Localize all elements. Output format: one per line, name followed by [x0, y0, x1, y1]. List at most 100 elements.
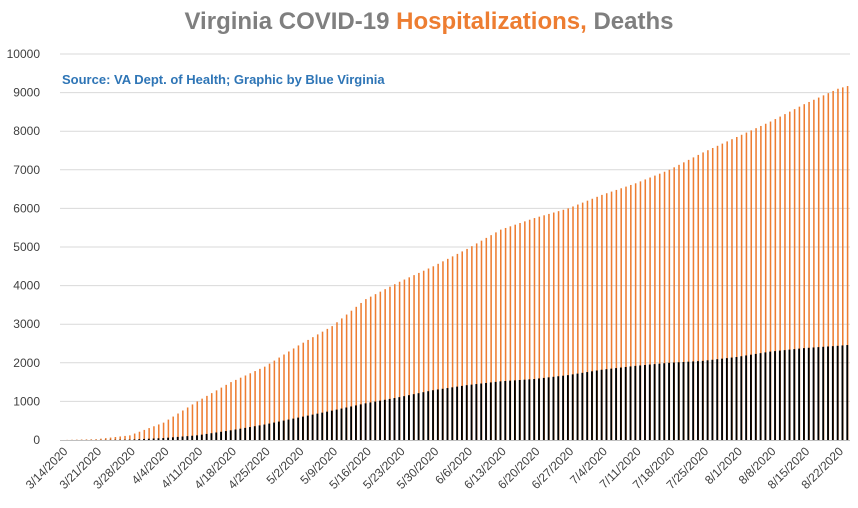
- deaths-bar: [393, 398, 396, 440]
- deaths-bar: [846, 345, 849, 440]
- deaths-bar: [653, 364, 656, 440]
- deaths-bar: [181, 436, 184, 440]
- hospitalizations-bar: [85, 439, 88, 440]
- hospitalizations-bar: [519, 223, 521, 440]
- chart-source-note: Source: VA Dept. of Health; Graphic by B…: [62, 72, 385, 87]
- deaths-bar: [456, 386, 459, 440]
- hospitalizations-bar: [432, 266, 435, 440]
- hospitalizations-bar: [475, 243, 478, 440]
- deaths-bar: [827, 346, 829, 440]
- hospitalizations-bar: [316, 334, 319, 440]
- deaths-bar: [687, 361, 690, 440]
- hospitalizations-bar: [273, 360, 276, 440]
- hospitalizations-bar: [230, 382, 232, 440]
- hospitalizations-bar: [341, 318, 343, 440]
- hospitalizations-bar: [360, 302, 362, 440]
- deaths-bar: [716, 359, 719, 440]
- deaths-bar: [658, 363, 661, 440]
- hospitalizations-bar: [244, 375, 247, 440]
- hospitalizations-bar: [716, 145, 719, 440]
- hospitalizations-bar: [312, 337, 314, 440]
- title-part-virginia: Virginia COVID-19: [184, 8, 397, 35]
- hospitalizations-bar: [153, 426, 155, 440]
- deaths-bar: [778, 350, 781, 440]
- hospitalizations-bar: [813, 99, 815, 441]
- y-tick-label: 8000: [13, 124, 40, 138]
- deaths-bar: [740, 356, 743, 440]
- hospitalizations-bar: [148, 428, 150, 440]
- hospitalizations-bar: [798, 106, 801, 440]
- hospitalizations-bar: [711, 148, 714, 441]
- deaths-bar: [326, 411, 328, 440]
- hospitalizations-bar: [302, 342, 305, 440]
- hospitalizations-bar: [552, 212, 555, 440]
- hospitalizations-bar: [687, 159, 690, 441]
- deaths-bar: [725, 358, 728, 440]
- deaths-bar: [552, 376, 555, 440]
- deaths-bar: [297, 417, 300, 440]
- deaths-bar: [408, 395, 410, 440]
- deaths-bar: [774, 351, 776, 440]
- deaths-bar: [750, 354, 752, 440]
- hospitalizations-bar: [451, 256, 454, 440]
- hospitalizations-bar: [210, 393, 213, 440]
- hospitalizations-bar: [601, 194, 603, 440]
- hospitalizations-bar: [654, 175, 656, 440]
- hospitalizations-bar: [95, 439, 97, 440]
- deaths-bar: [244, 427, 247, 440]
- hospitalizations-bar: [447, 258, 449, 440]
- hospitalizations-bar: [466, 248, 468, 440]
- deaths-bar: [644, 365, 646, 440]
- hospitalizations-bar: [355, 306, 358, 440]
- hospitalizations-bar: [225, 384, 227, 440]
- deaths-bar: [591, 371, 593, 440]
- deaths-bar: [239, 428, 242, 440]
- hospitalizations-bar: [365, 299, 367, 440]
- hospitalizations-bar: [817, 97, 820, 440]
- deaths-bar: [162, 438, 165, 440]
- deaths-bar: [306, 415, 309, 440]
- hospitalizations-bar: [808, 101, 810, 440]
- deaths-bar: [663, 363, 666, 440]
- deaths-bar: [369, 402, 372, 440]
- hospitalizations-bar: [528, 219, 531, 440]
- hospitalizations-bar: [292, 348, 295, 440]
- deaths-bar: [542, 377, 545, 440]
- deaths-bar: [803, 348, 805, 440]
- deaths-bar: [364, 403, 367, 440]
- deaths-bar: [668, 362, 670, 440]
- hospitalizations-bar: [721, 143, 724, 440]
- hospitalizations-bar: [740, 134, 743, 440]
- y-tick-label: 0: [33, 433, 40, 447]
- deaths-bar: [600, 369, 603, 440]
- deaths-bar: [316, 413, 319, 440]
- hospitalizations-bar: [413, 275, 415, 440]
- hospitalizations-bar: [239, 377, 242, 440]
- deaths-bar: [234, 429, 237, 440]
- deaths-bar: [586, 372, 589, 440]
- deaths-bar: [268, 423, 271, 440]
- hospitalizations-bar: [707, 150, 709, 440]
- deaths-bar: [412, 394, 415, 440]
- hospitalizations-bar: [842, 87, 844, 440]
- deaths-bar: [615, 368, 617, 440]
- deaths-bar: [460, 385, 463, 440]
- deaths-bar: [817, 347, 820, 440]
- deaths-bar: [499, 381, 502, 440]
- hospitalizations-bar: [201, 398, 203, 440]
- hospitalizations-bar: [499, 229, 502, 440]
- hospitalizations-bar: [562, 209, 565, 440]
- deaths-bar: [798, 348, 801, 440]
- deaths-bar: [562, 375, 565, 440]
- deaths-bar: [417, 393, 420, 440]
- deaths-bar: [147, 438, 150, 440]
- deaths-bar: [220, 431, 222, 440]
- deaths-bar: [504, 380, 507, 440]
- hospitalizations-bar: [495, 232, 497, 440]
- hospitalizations-bar: [591, 198, 594, 440]
- deaths-bar: [624, 366, 627, 440]
- hospitalizations-bar: [133, 433, 136, 440]
- hospitalizations-bar: [196, 401, 199, 440]
- deaths-bar: [576, 373, 579, 440]
- deaths-bar: [436, 389, 439, 440]
